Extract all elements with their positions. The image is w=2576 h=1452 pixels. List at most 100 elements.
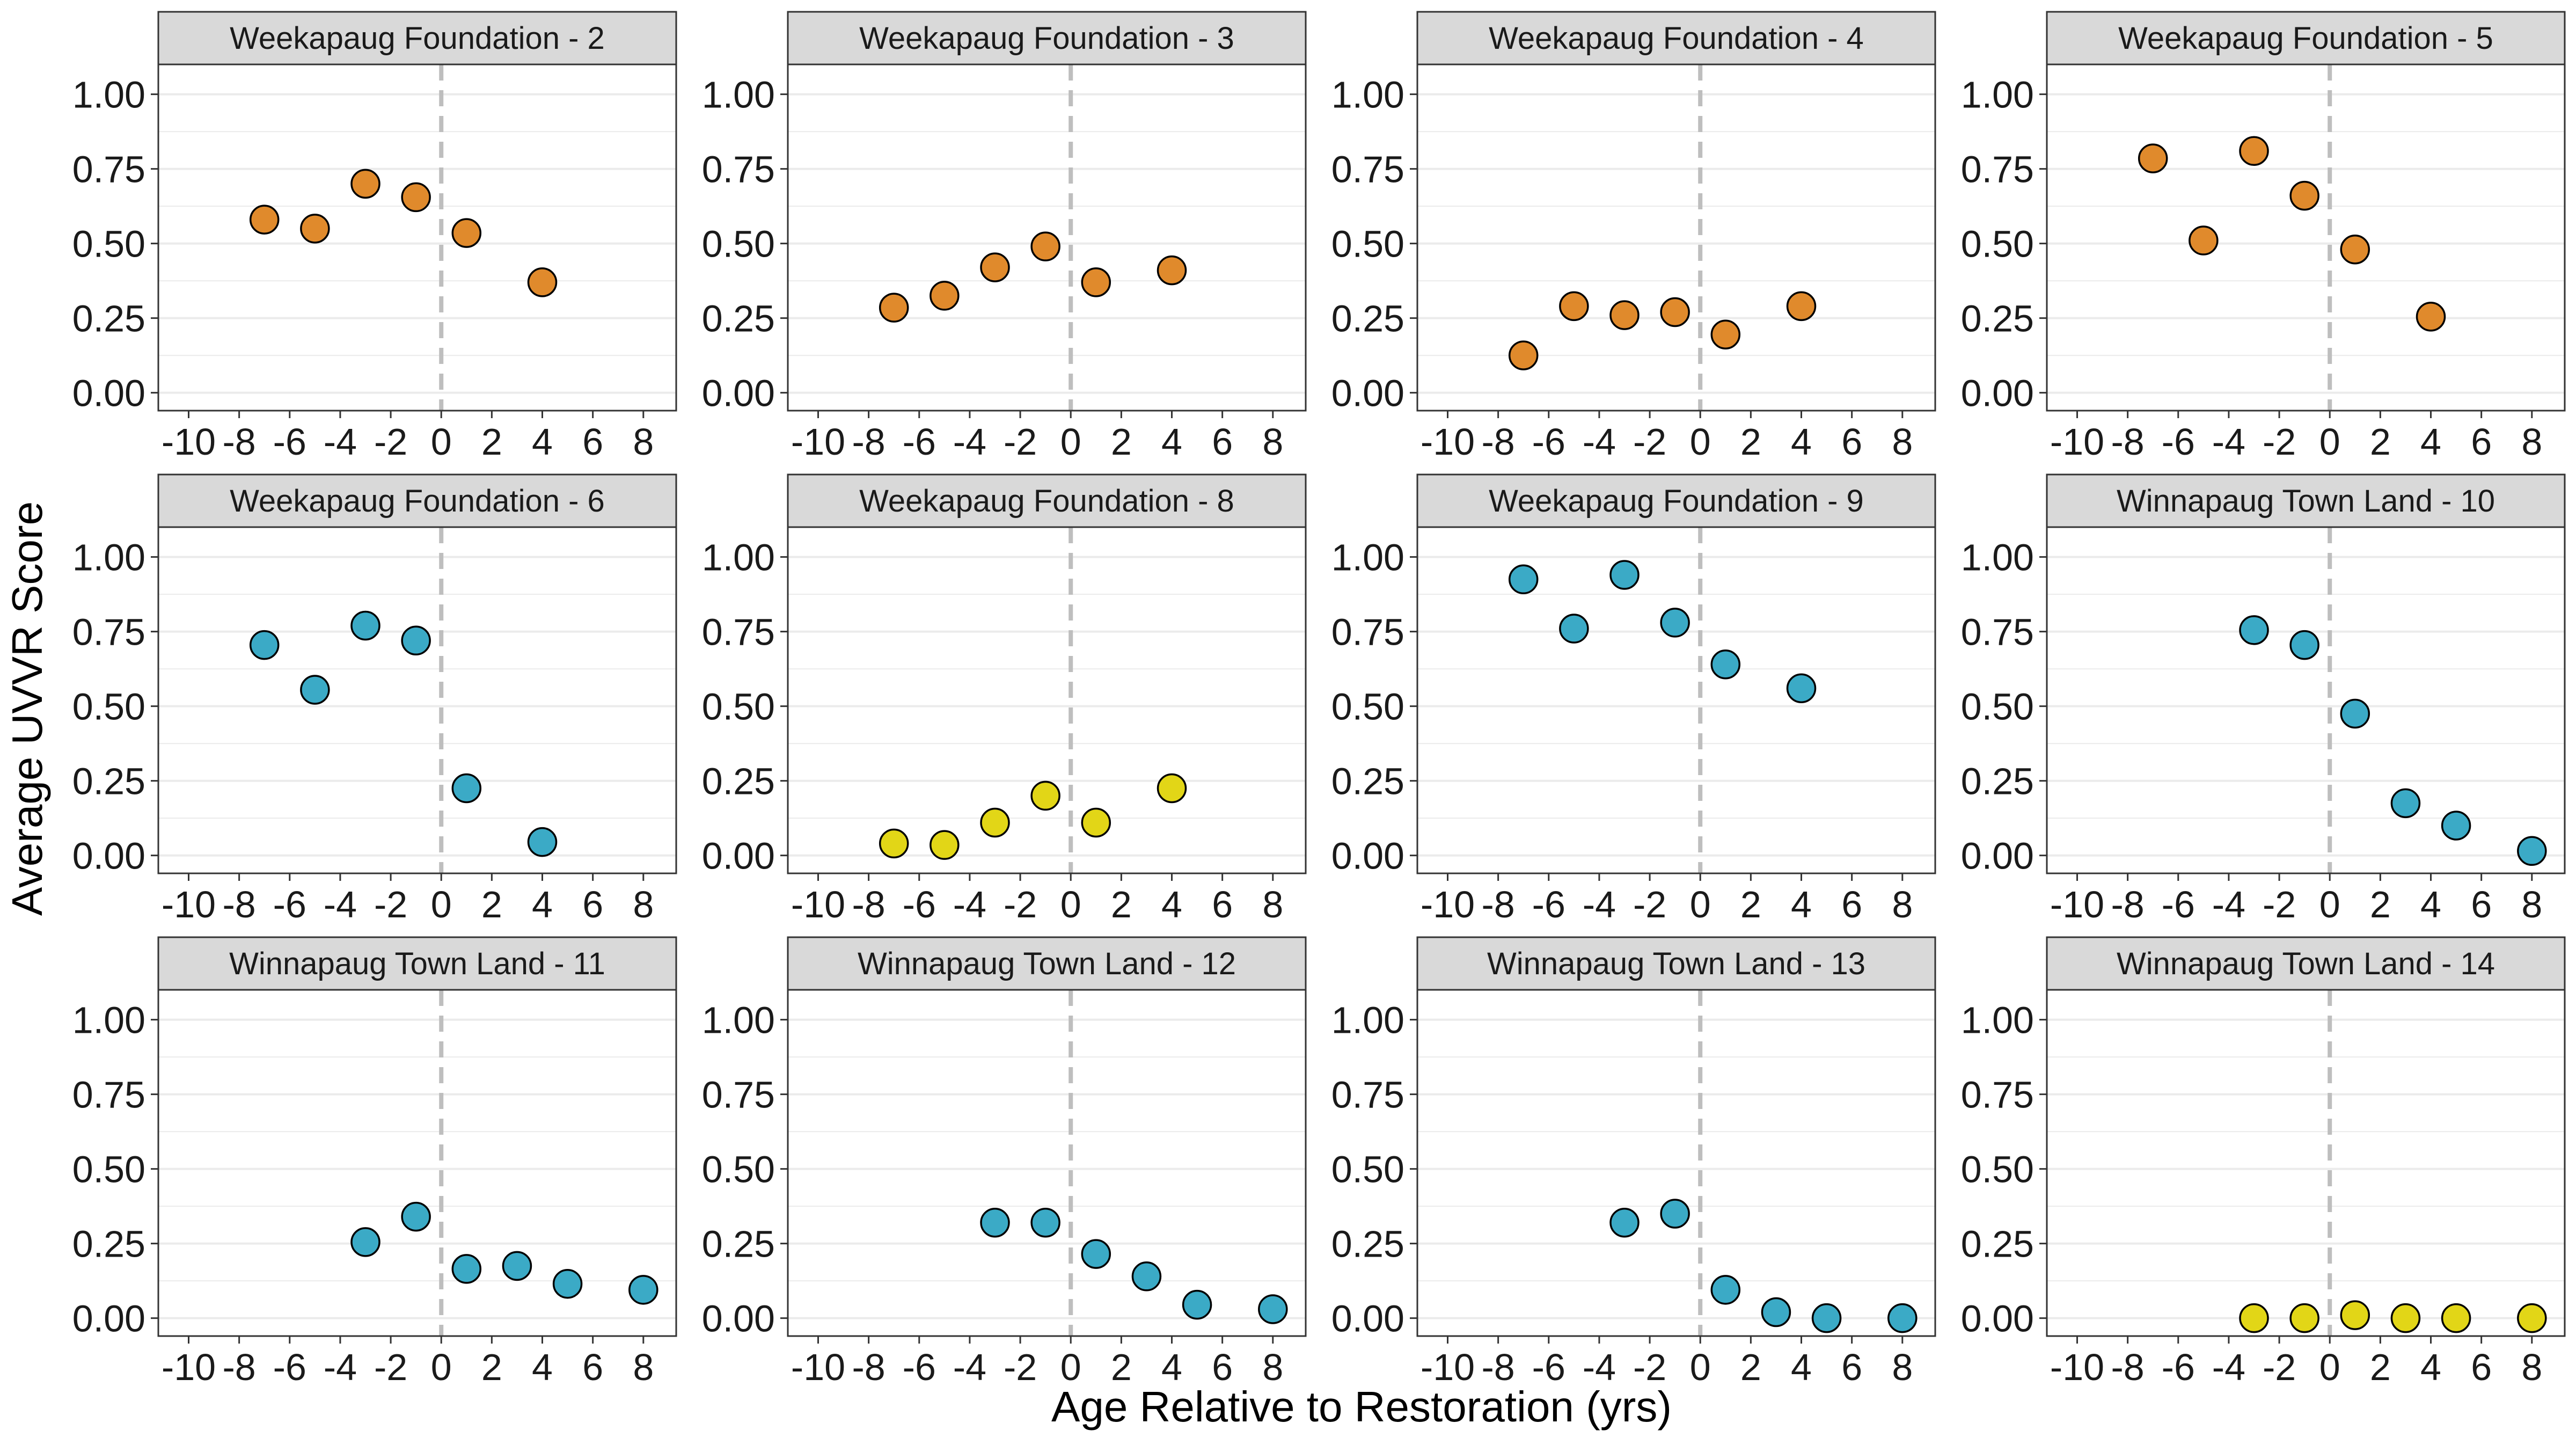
y-tick-label: 0.75	[702, 1074, 775, 1116]
x-tick-label: 4	[2420, 884, 2441, 925]
x-tick-label: 4	[532, 1346, 553, 1388]
x-tick-label: 8	[633, 884, 654, 925]
y-tick-label: 0.00	[1961, 373, 2034, 414]
y-tick-label: 1.00	[1331, 537, 1404, 579]
x-tick-label: 0	[1690, 884, 1711, 925]
x-tick-label: -8	[223, 884, 256, 925]
x-tick-label: 0	[1690, 421, 1711, 463]
facet-strip	[2046, 11, 2566, 65]
y-tick-label: 0.75	[72, 611, 145, 653]
x-tick-label: -8	[852, 421, 885, 463]
y-tick-label: 0.50	[72, 686, 145, 728]
y-tick-label: 1.00	[72, 999, 145, 1041]
data-point	[1157, 255, 1187, 286]
y-tick-label: 1.00	[1961, 537, 2034, 579]
data-point	[1081, 267, 1111, 297]
x-tick-label: 6	[1841, 1346, 1862, 1388]
facet-strip	[157, 473, 677, 528]
data-point	[2239, 1303, 2269, 1333]
y-tick-label: 0.25	[1961, 298, 2034, 340]
y-tick-label: 1.00	[702, 537, 775, 579]
x-tick-label: 0	[431, 884, 452, 925]
facet-panel: Winnapaug Town Land - 12 0.00 0.25 0.50 0.75…	[702, 936, 1307, 1388]
x-tick-label: 6	[582, 1346, 603, 1388]
data-point	[2138, 143, 2168, 173]
facet-strip	[787, 11, 1307, 65]
y-tick-label: 0.50	[72, 223, 145, 265]
facet-panel: Weekapaug Foundation - 8 0.00 0.25 0.50 0.75…	[702, 473, 1307, 925]
x-tick-label: -10	[162, 421, 216, 463]
facet-title: Weekapaug Foundation - 6	[230, 484, 605, 519]
x-tick-label: -2	[1633, 421, 1666, 463]
data-point	[300, 214, 330, 244]
data-point	[1660, 608, 1690, 638]
data-point	[1030, 1207, 1060, 1238]
x-tick-label: -8	[223, 1346, 256, 1388]
x-tick-label: -10	[162, 1346, 216, 1388]
y-tick-label: 0.50	[702, 686, 775, 728]
data-point	[451, 1254, 482, 1284]
x-tick-label: 2	[1111, 421, 1132, 463]
y-tick-label: 0.25	[702, 298, 775, 340]
data-point	[2390, 1303, 2421, 1333]
y-tick-label: 0.00	[1961, 1298, 2034, 1340]
facet-panel: Weekapaug Foundation - 4 0.00 0.25 0.50 0.75…	[1331, 11, 1936, 463]
data-point	[2239, 136, 2269, 166]
x-tick-label: -2	[374, 884, 407, 925]
panel-background	[2047, 64, 2565, 411]
data-point	[1786, 291, 1817, 322]
facet-panel: Weekapaug Foundation - 6 0.00 0.25 0.50 0.75…	[72, 473, 677, 925]
x-tick-label: -2	[1633, 884, 1666, 925]
data-point	[527, 827, 558, 857]
x-axis-title: Age Relative to Restoration (yrs)	[1051, 1383, 1672, 1431]
x-tick-label: 4	[1791, 421, 1812, 463]
data-point	[451, 218, 482, 248]
x-tick-label: 2	[481, 884, 502, 925]
data-point	[2517, 836, 2547, 866]
x-tick-label: 4	[532, 421, 553, 463]
x-tick-label: -8	[2111, 884, 2145, 925]
panel-background	[788, 990, 1306, 1336]
x-tick-label: 8	[1892, 884, 1913, 925]
x-tick-label: -4	[2212, 884, 2245, 925]
y-tick-label: 1.00	[1961, 74, 2034, 116]
x-tick-label: 6	[1212, 421, 1233, 463]
data-point	[249, 630, 280, 660]
y-tick-label: 0.75	[72, 1074, 145, 1116]
x-tick-label: 8	[1262, 1346, 1283, 1388]
data-point	[2517, 1303, 2547, 1333]
panel-border	[787, 526, 1307, 874]
x-tick-label: -2	[374, 421, 407, 463]
panel-border	[1416, 989, 1936, 1337]
y-tick-label: 0.50	[1961, 223, 2034, 265]
y-tick-label: 0.00	[702, 835, 775, 877]
facet-title: Weekapaug Foundation - 4	[1489, 21, 1864, 56]
x-tick-label: -4	[953, 884, 986, 925]
x-tick-label: -2	[374, 1346, 407, 1388]
x-tick-label: -2	[1633, 1346, 1666, 1388]
facet-title: Weekapaug Foundation - 5	[2118, 21, 2493, 56]
facet-title: Weekapaug Foundation - 2	[230, 21, 605, 56]
data-point	[1030, 780, 1060, 811]
x-tick-label: 6	[582, 884, 603, 925]
data-point	[980, 252, 1010, 282]
y-tick-label: 0.50	[702, 223, 775, 265]
panel-background	[1417, 527, 1935, 873]
data-point	[401, 625, 431, 656]
y-tick-label: 0.00	[72, 1298, 145, 1340]
data-point	[2441, 1303, 2471, 1333]
x-tick-label: 0	[1060, 884, 1081, 925]
data-point	[1786, 673, 1817, 704]
x-tick-label: 6	[1841, 884, 1862, 925]
x-tick-label: 0	[2319, 884, 2340, 925]
facet-title: Winnapaug Town Land - 10	[2117, 484, 2495, 519]
y-tick-label: 0.25	[1961, 761, 2034, 802]
x-tick-label: -8	[1482, 884, 1515, 925]
x-tick-label: 8	[1892, 421, 1913, 463]
data-point	[2340, 234, 2370, 265]
x-tick-label: 2	[2370, 421, 2391, 463]
x-tick-label: 8	[633, 421, 654, 463]
panel-border	[787, 989, 1307, 1337]
y-tick-label: 1.00	[702, 999, 775, 1041]
